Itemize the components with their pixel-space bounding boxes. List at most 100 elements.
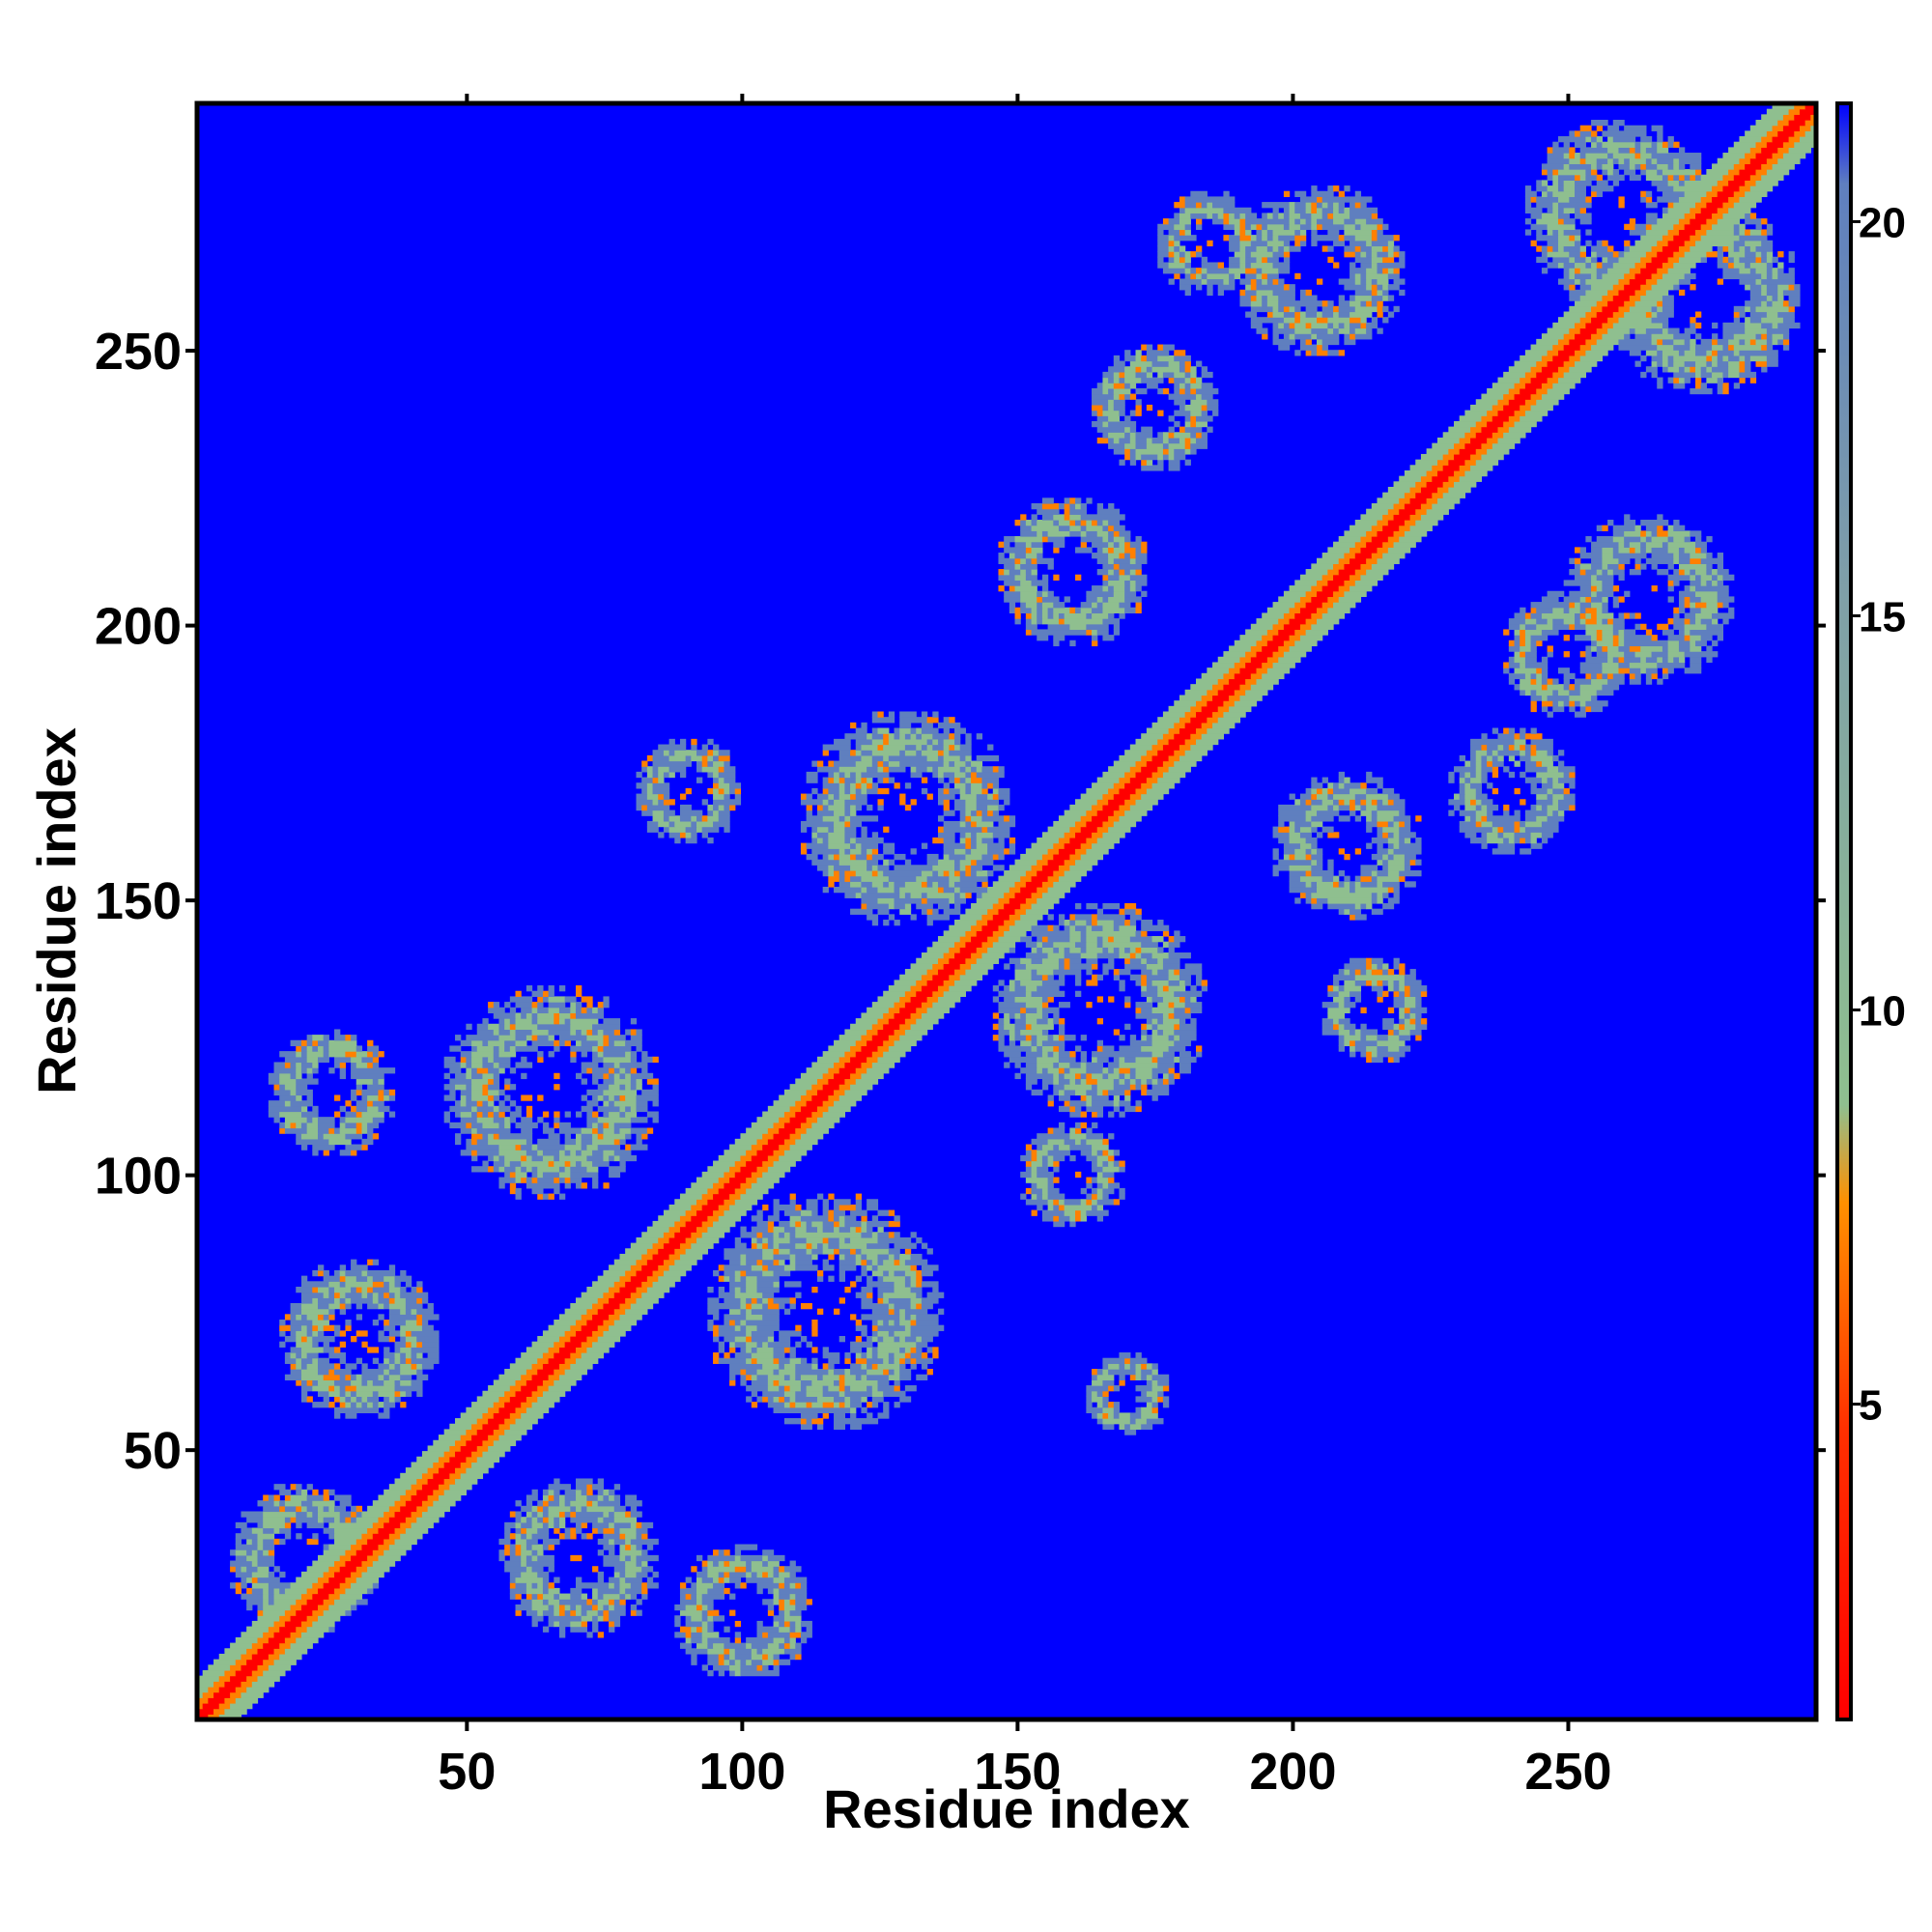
heatmap-cell-run (987, 810, 994, 816)
heatmap-cell-run (433, 1439, 456, 1447)
heatmap-cell-run (1014, 1012, 1021, 1019)
heatmap-cell-run (828, 777, 835, 783)
heatmap-cell-run (515, 1193, 522, 1200)
heatmap-cell-run (438, 1484, 450, 1491)
heatmap-cell-run (542, 1494, 550, 1501)
heatmap-cell-run (756, 1341, 763, 1348)
heatmap-cell-run (1201, 733, 1225, 740)
heatmap-cell-run (1053, 1144, 1060, 1151)
heatmap-cell-run (351, 1402, 357, 1408)
heatmap-cell-run (789, 1593, 796, 1600)
heatmap-cell-run (1102, 1390, 1109, 1397)
heatmap-cell-run (554, 1517, 560, 1523)
heatmap-cell-run (592, 1484, 605, 1491)
heatmap-cell-run (300, 1308, 329, 1315)
heatmap-cell-run (531, 1511, 538, 1518)
heatmap-cell-run (751, 1390, 758, 1397)
heatmap-cell-run (296, 1089, 313, 1096)
heatmap-cell-run (1053, 1078, 1060, 1085)
heatmap-cell-run (603, 1302, 621, 1310)
heatmap-cell-run (965, 760, 972, 767)
heatmap-cell-run (1377, 881, 1383, 888)
heatmap-cell-run (345, 1275, 357, 1282)
heatmap-cell-run (1283, 848, 1295, 855)
heatmap-cell-run (691, 738, 697, 746)
heatmap-cell-run (894, 733, 900, 740)
heatmap-cell-run (834, 1220, 840, 1228)
heatmap-cell-run (838, 1385, 845, 1392)
heatmap-cell-run (1020, 853, 1043, 861)
heatmap-cell-run (570, 1604, 577, 1611)
heatmap-cell-run (1497, 842, 1516, 849)
heatmap-cell-run (1278, 810, 1307, 816)
heatmap-cell-run (652, 1117, 659, 1123)
heatmap-cell-run (838, 766, 867, 773)
heatmap-cell-run (943, 771, 955, 779)
heatmap-cell-run (263, 1517, 286, 1523)
heatmap-cell-run (1113, 1160, 1121, 1167)
heatmap-cell-run (279, 1324, 292, 1331)
heatmap-cell-run (718, 1264, 725, 1271)
heatmap-cell-run (949, 869, 955, 877)
heatmap-cell-run (696, 1177, 720, 1183)
heatmap-cell-run (378, 1363, 390, 1370)
heatmap-cell-run (767, 1138, 785, 1146)
heatmap-cell-run (789, 1232, 796, 1238)
heatmap-cell-run (509, 1412, 522, 1419)
heatmap-cell-run (1382, 902, 1395, 910)
heatmap-cell-run (246, 1675, 259, 1682)
heatmap-cell-run (663, 1259, 675, 1265)
heatmap-cell-run (636, 1599, 642, 1605)
heatmap-cell-run (345, 1122, 357, 1129)
heatmap-cell-run (1162, 771, 1186, 779)
heatmap-cell-run (1393, 815, 1411, 822)
heatmap-cell-run (1157, 1023, 1175, 1031)
heatmap-cell-run (537, 1336, 560, 1343)
heatmap-cell-run (586, 1494, 599, 1501)
heatmap-cell-run (806, 1599, 812, 1605)
heatmap-cell-run (257, 1636, 270, 1644)
heatmap-cell-run (263, 1632, 275, 1638)
heatmap-cell-run (416, 1297, 423, 1304)
heatmap-cell-run (1096, 1089, 1104, 1096)
heatmap-cell-run (1086, 1133, 1104, 1140)
heatmap-cell-run (576, 1330, 593, 1337)
heatmap-cell-run (449, 1078, 472, 1085)
heatmap-cell-run (834, 760, 857, 767)
heatmap-cell-run (1058, 920, 1065, 926)
heatmap-cell-run (806, 1067, 829, 1074)
heatmap-cell-run (531, 1007, 538, 1014)
heatmap-cell-run (592, 1160, 610, 1167)
heatmap-cell-run (844, 1390, 873, 1397)
heatmap-cell-run (740, 1226, 747, 1233)
heatmap-cell-run (339, 1122, 346, 1129)
heatmap-cell-run (767, 1242, 775, 1249)
heatmap-cell-run (855, 1320, 863, 1326)
heatmap-cell-run (861, 1396, 867, 1403)
heatmap-cell-run (718, 1549, 725, 1556)
heatmap-cell-run (1004, 848, 1010, 855)
heatmap-cell-run (636, 1571, 648, 1578)
heatmap-cell-run (734, 1620, 742, 1628)
heatmap-cell-run (1321, 1018, 1334, 1025)
heatmap-cell-run (713, 799, 742, 806)
heatmap-cell-run (1409, 990, 1422, 997)
heatmap-cell-run (334, 1369, 352, 1376)
heatmap-cell-run (251, 1587, 264, 1595)
heatmap-cell-run (1508, 754, 1516, 762)
heatmap-cell-run (1541, 804, 1548, 811)
heatmap-cell-run (1031, 930, 1070, 937)
heatmap-cell-run (306, 1626, 329, 1633)
heatmap-cell-run (1041, 1002, 1049, 1009)
heatmap-cell-run (822, 1199, 829, 1206)
heatmap-cell-run (1058, 1018, 1065, 1025)
heatmap-cell-run (570, 1012, 577, 1019)
heatmap-cell-run (1514, 738, 1526, 746)
heatmap-cell-run (537, 1193, 544, 1200)
heatmap-cell-run (800, 1357, 808, 1364)
heatmap-cell-run (713, 793, 725, 800)
heatmap-cell-run (1069, 936, 1082, 943)
heatmap-cell-run (1404, 853, 1416, 861)
heatmap-cell-run (613, 1505, 626, 1513)
heatmap-cell-run (729, 1204, 753, 1211)
